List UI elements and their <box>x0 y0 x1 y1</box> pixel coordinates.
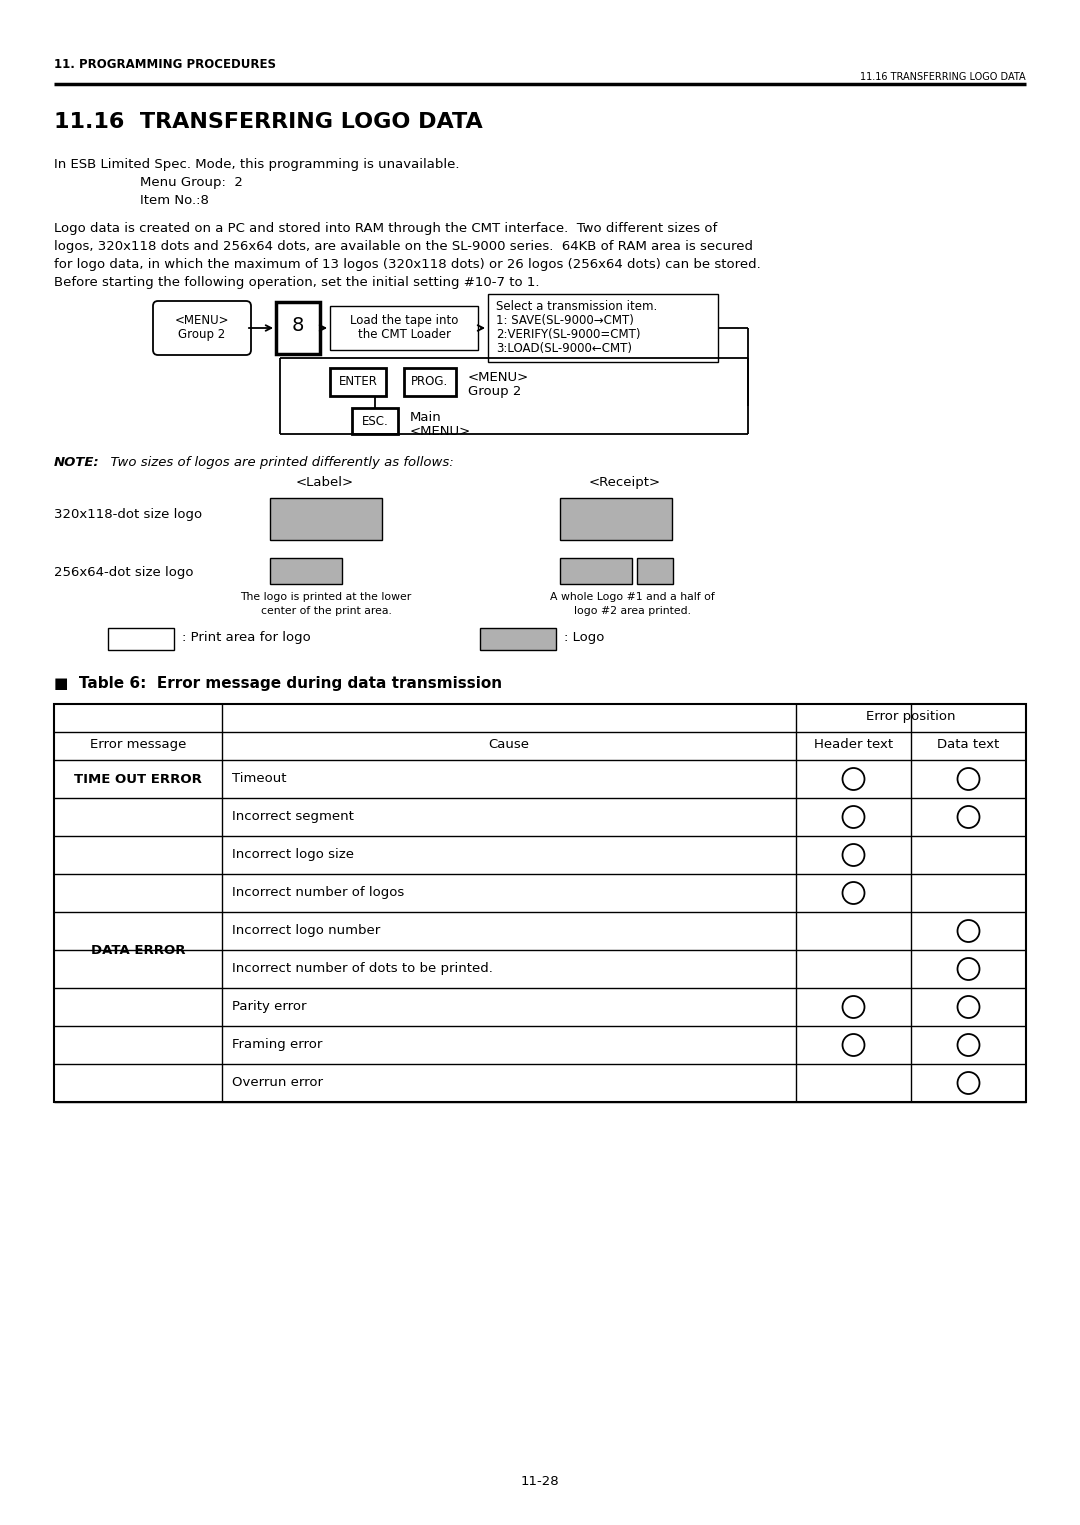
Text: center of the print area.: center of the print area. <box>260 605 391 616</box>
Bar <box>330 368 386 396</box>
Text: DATA ERROR: DATA ERROR <box>91 944 186 958</box>
Text: 11-28: 11-28 <box>521 1475 559 1488</box>
Text: 11. PROGRAMMING PROCEDURES: 11. PROGRAMMING PROCEDURES <box>54 58 276 72</box>
Circle shape <box>842 996 864 1019</box>
Text: <MENU>: <MENU> <box>410 425 471 438</box>
Bar <box>270 499 382 540</box>
Text: Cause: Cause <box>488 738 529 750</box>
Text: <MENU>: <MENU> <box>175 314 229 326</box>
Bar <box>54 705 1026 1103</box>
Text: Error message: Error message <box>90 738 186 750</box>
Text: <MENU>: <MENU> <box>468 371 529 384</box>
Text: logos, 320x118 dots and 256x64 dots, are available on the SL-9000 series.  64KB : logos, 320x118 dots and 256x64 dots, are… <box>54 239 753 253</box>
Circle shape <box>958 769 980 790</box>
Text: Framing error: Framing error <box>232 1039 322 1051</box>
Bar <box>108 628 174 650</box>
Text: A whole Logo #1 and a half of: A whole Logo #1 and a half of <box>550 592 714 602</box>
Text: 11.16 TRANSFERRING LOGO DATA: 11.16 TRANSFERRING LOGO DATA <box>861 72 1026 82</box>
Text: Group 2: Group 2 <box>178 328 226 342</box>
Text: 256x64-dot size logo: 256x64-dot size logo <box>54 566 193 580</box>
Text: : Print area for logo: : Print area for logo <box>183 631 311 644</box>
Text: Logo data is created on a PC and stored into RAM through the CMT interface.  Two: Logo data is created on a PC and stored … <box>54 223 717 235</box>
Bar <box>488 294 718 361</box>
FancyBboxPatch shape <box>153 300 251 355</box>
Text: 8: 8 <box>292 316 305 336</box>
Bar <box>561 558 632 584</box>
Text: Incorrect logo number: Incorrect logo number <box>232 924 380 936</box>
Text: Incorrect logo size: Incorrect logo size <box>232 848 354 862</box>
Circle shape <box>842 1034 864 1055</box>
Text: ESC.: ESC. <box>362 415 389 429</box>
Text: Incorrect segment: Incorrect segment <box>232 810 354 824</box>
Text: Main: Main <box>410 412 442 424</box>
Text: In ESB Limited Spec. Mode, this programming is unavailable.: In ESB Limited Spec. Mode, this programm… <box>54 159 459 171</box>
Text: 3:LOAD(SL-9000←CMT): 3:LOAD(SL-9000←CMT) <box>496 342 632 355</box>
Text: Error position: Error position <box>866 711 956 723</box>
Text: Timeout: Timeout <box>232 772 286 785</box>
Bar <box>270 558 342 584</box>
Bar <box>561 499 672 540</box>
Text: logo #2 area printed.: logo #2 area printed. <box>573 605 690 616</box>
Text: Before starting the following operation, set the initial setting #10-7 to 1.: Before starting the following operation,… <box>54 276 540 290</box>
Circle shape <box>958 1072 980 1093</box>
Text: Group 2: Group 2 <box>468 384 522 398</box>
Text: PROG.: PROG. <box>411 375 448 387</box>
Circle shape <box>842 843 864 866</box>
Text: 320x118-dot size logo: 320x118-dot size logo <box>54 508 202 522</box>
Text: Data text: Data text <box>937 738 1000 750</box>
Text: Load the tape into: Load the tape into <box>350 314 458 326</box>
Circle shape <box>958 807 980 828</box>
Bar <box>276 302 320 354</box>
Text: 2:VERIFY(SL-9000=CMT): 2:VERIFY(SL-9000=CMT) <box>496 328 640 342</box>
Text: <Label>: <Label> <box>296 476 354 490</box>
Circle shape <box>958 920 980 942</box>
Text: Incorrect number of logos: Incorrect number of logos <box>232 886 404 900</box>
Text: <Receipt>: <Receipt> <box>589 476 661 490</box>
Text: Item No.:8: Item No.:8 <box>140 194 208 207</box>
Text: NOTE:: NOTE: <box>54 456 99 470</box>
Bar <box>480 628 556 650</box>
Text: 11.16  TRANSFERRING LOGO DATA: 11.16 TRANSFERRING LOGO DATA <box>54 111 483 133</box>
Text: ENTER: ENTER <box>338 375 377 387</box>
Bar <box>330 307 478 351</box>
Text: Parity error: Parity error <box>232 1000 307 1013</box>
Text: the CMT Loader: the CMT Loader <box>357 328 450 342</box>
Text: Menu Group:  2: Menu Group: 2 <box>140 175 243 189</box>
Text: Two sizes of logos are printed differently as follows:: Two sizes of logos are printed different… <box>102 456 454 470</box>
Text: Overrun error: Overrun error <box>232 1077 323 1089</box>
Text: The logo is printed at the lower: The logo is printed at the lower <box>241 592 411 602</box>
Circle shape <box>958 996 980 1019</box>
Text: TIME OUT ERROR: TIME OUT ERROR <box>75 773 202 785</box>
Circle shape <box>842 807 864 828</box>
Text: : Logo: : Logo <box>564 631 605 644</box>
Circle shape <box>958 958 980 981</box>
Text: ■  Table 6:  Error message during data transmission: ■ Table 6: Error message during data tra… <box>54 676 502 691</box>
Bar <box>404 368 456 396</box>
Text: for logo data, in which the maximum of 13 logos (320x118 dots) or 26 logos (256x: for logo data, in which the maximum of 1… <box>54 258 760 271</box>
Bar <box>352 409 399 435</box>
Text: Select a transmission item.: Select a transmission item. <box>496 300 658 313</box>
Circle shape <box>842 769 864 790</box>
Text: Header text: Header text <box>814 738 893 750</box>
Circle shape <box>958 1034 980 1055</box>
Bar <box>637 558 673 584</box>
Text: Incorrect number of dots to be printed.: Incorrect number of dots to be printed. <box>232 962 492 974</box>
Circle shape <box>842 881 864 904</box>
Text: 1: SAVE(SL-9000→CMT): 1: SAVE(SL-9000→CMT) <box>496 314 634 326</box>
